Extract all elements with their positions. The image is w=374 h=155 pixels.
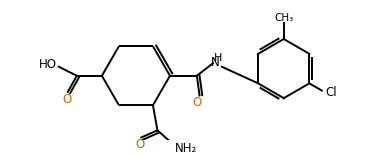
Text: O: O (62, 93, 71, 106)
Text: HO: HO (39, 58, 57, 71)
Text: CH₃: CH₃ (274, 13, 293, 22)
Text: O: O (192, 96, 202, 109)
Text: O: O (135, 138, 144, 151)
Text: H: H (214, 53, 223, 63)
Text: NH₂: NH₂ (175, 142, 197, 155)
Text: Cl: Cl (325, 86, 337, 99)
Text: N: N (211, 56, 219, 69)
